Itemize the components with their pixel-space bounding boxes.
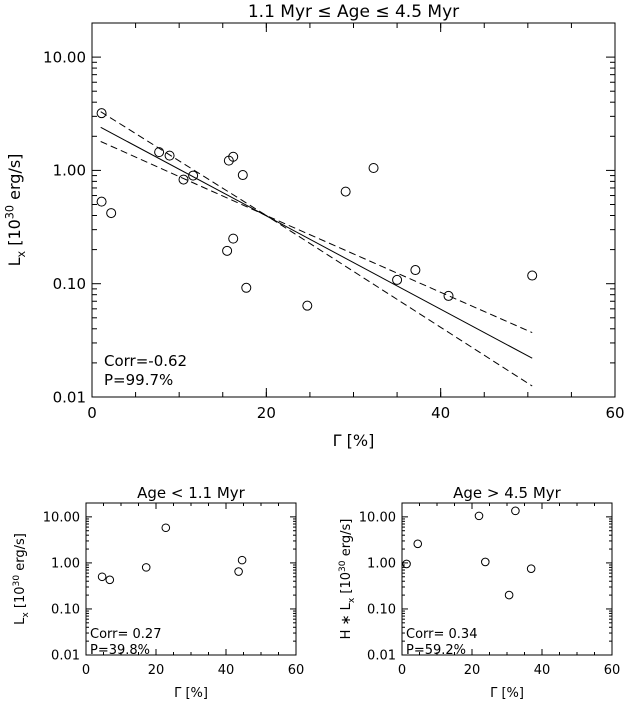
main-xtick-label: 60 [605,404,624,422]
main-data-point [188,170,199,181]
young-data-point [161,523,171,533]
old-data-point [474,511,484,521]
old-ytick-label: 0.01 [367,649,396,664]
main-data-point [443,290,454,301]
young-xtick-label: 40 [218,663,235,678]
main-fit-line [100,126,533,359]
main-annotation: Corr=-0.62 [104,352,187,370]
young-data-point [234,567,243,576]
main-data-point [106,208,117,219]
young-ytick-label: 1.00 [51,556,80,571]
main-ylabel-sub: x [15,251,28,258]
main-ylabel-units-sup: 30 [4,205,17,219]
old-xtick-label: 0 [398,663,406,678]
young-ytick-label: 0.01 [51,649,80,664]
young-data-point [141,563,151,572]
old-data-point [526,564,536,573]
old-xtick-label: 20 [464,663,481,678]
main-data-point [154,147,165,158]
young-xtick-label: 60 [288,663,305,678]
young-data-point [105,575,115,585]
main-xtick-label: 40 [431,404,450,422]
old-ylabel-units-post: erg/s] [339,519,354,561]
main-fit-band-lower [100,141,533,387]
young-title: Age < 1.1 Myr [137,484,246,502]
main-data-point [410,265,421,276]
main-data-point [302,300,313,311]
main-y-axis-label: Lx [1030 erg/s] [4,154,28,267]
young-data-point [237,555,247,565]
old-data-point [511,506,520,516]
main-ytick-label: 10.00 [43,48,86,66]
young-xtick-label: 0 [82,663,90,678]
old-ylabel-main: H ∗ L [339,602,354,639]
old-panel: Age > 4.5 Myr 0 20 40 60 0.01 0.10 1.00 10.00 Γ [… [338,484,620,701]
old-ytick-label: 0.10 [367,603,396,618]
main-data-point [228,151,239,162]
main-annotation: P=99.7% [104,371,173,389]
young-ylabel-units-pre: [10 [13,586,28,612]
old-ytick-label: 1.00 [367,556,396,571]
main-data-point [237,170,248,181]
main-ylabel-units-post: erg/s] [5,154,24,205]
young-ytick-label: 10.00 [43,510,80,525]
main-ytick-label: 1.00 [53,162,86,180]
main-fit-band-upper [100,111,533,334]
main-data-point [241,282,252,293]
old-xtick-label: 40 [534,663,551,678]
young-xtick-label: 20 [148,663,165,678]
young-y-axis-label: Lx [1030 erg/s] [12,533,31,625]
main-title: 1.1 Myr ≤ Age ≤ 4.5 Myr [248,2,459,22]
old-ylabel-units-pre: [10 [339,572,354,598]
young-ylabel-main: L [13,617,28,625]
young-panel: Age < 1.1 Myr 0 20 40 60 0.01 0.10 1.00 10.00 Γ [… [12,484,304,701]
young-ytick-label: 0.10 [51,603,80,618]
main-x-axis-label: Γ [%] [333,431,375,450]
main-ytick-label: 0.10 [53,275,86,293]
main-data-point [96,108,107,119]
old-data-point [413,539,423,549]
main-data-point [392,274,403,285]
main-data-point [178,174,189,185]
main-data-point [228,233,239,244]
main-data-point [164,150,175,161]
main-data-point [527,270,538,281]
young-ylabel-units-sup: 30 [12,575,22,587]
old-ylabel-sub: x [347,597,357,603]
young-annotation: Corr= 0.27 [90,627,161,642]
old-ytick-label: 10.00 [359,510,396,525]
main-ylabel-main: L [5,257,24,266]
old-data-point [504,590,514,600]
old-annotation: P=59.2% [406,643,466,658]
old-title: Age > 4.5 Myr [453,484,562,502]
main-xtick-label: 0 [87,404,97,422]
young-x-axis-label: Γ [%] [174,686,208,701]
old-annotation: Corr= 0.34 [406,627,477,642]
young-ylabel-sub: x [21,612,31,618]
main-ylabel-units-pre: [10 [5,219,24,251]
young-data-point [97,572,107,582]
old-y-axis-label: H ∗ Lx [1030 erg/s] [338,519,357,640]
old-x-axis-label: Γ [%] [490,686,524,701]
young-ylabel-units-post: erg/s] [13,533,28,575]
young-annotation: P=39.8% [90,643,150,658]
main-data-point [368,163,379,174]
old-ylabel-units-sup: 30 [338,560,348,572]
main-data-point [222,245,233,256]
main-data-point [340,186,351,197]
old-data-point [481,557,490,567]
main-data-point [96,196,107,207]
old-data-point [402,559,411,569]
old-xtick-label: 60 [604,663,621,678]
main-ytick-label: 0.01 [53,388,86,406]
main-plot-frame [91,22,616,398]
main-panel: 1.1 Myr ≤ Age ≤ 4.5 Myr 0 20 40 60 0.01 0.10 1.… [4,2,625,450]
main-xtick-label: 20 [257,404,276,422]
